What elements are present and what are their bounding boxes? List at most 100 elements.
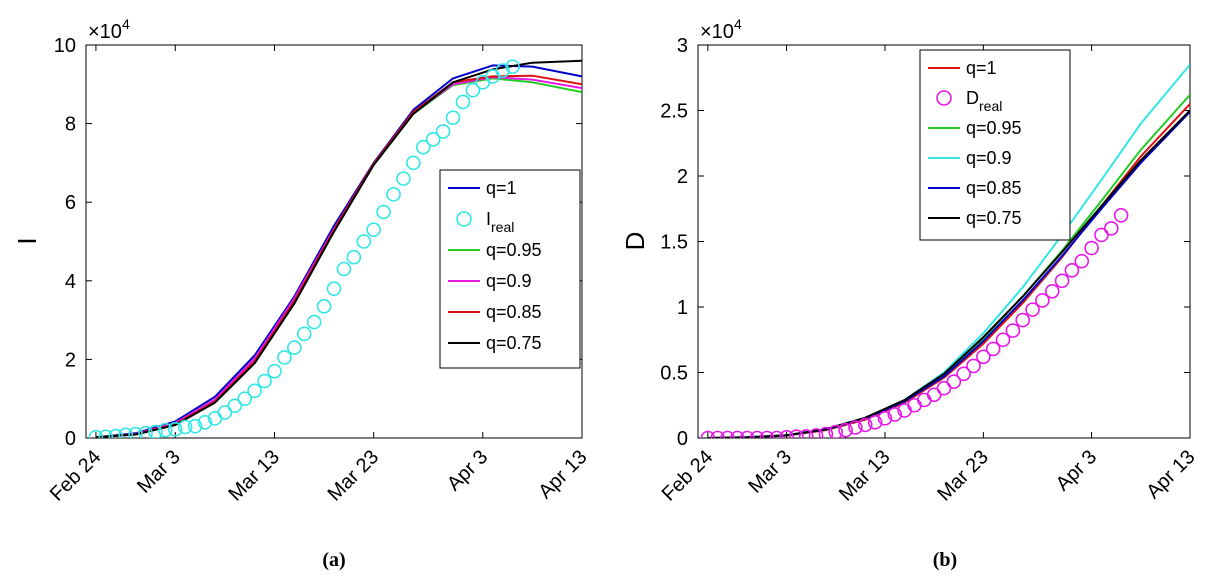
observed-point (1044, 283, 1060, 299)
observed-point (1015, 312, 1031, 328)
observed-point (848, 420, 863, 435)
legend-marker (936, 90, 952, 106)
legend-label: q=0.75 (486, 333, 542, 353)
x-tick-label: Mar 13 (224, 446, 284, 506)
observed-point (1074, 253, 1090, 269)
observed-point (306, 314, 322, 330)
observed-point (700, 430, 716, 438)
legend-box (919, 49, 1071, 241)
legend: q=1 Ireal q=0.95 q=0.9 q=0.85 q=0.75 (439, 169, 581, 369)
observed-point (336, 261, 352, 277)
observed-point (396, 171, 411, 186)
observed-point (138, 425, 153, 438)
observed-point (465, 82, 481, 98)
panel-caption: (b) (933, 549, 957, 571)
observed-point (247, 383, 262, 399)
plot-area (700, 63, 1190, 438)
observed-point (376, 204, 391, 220)
series-line-q-0-75 (707, 109, 1190, 438)
legend-label: q=0.95 (966, 118, 1022, 138)
panel-caption: (a) (322, 549, 345, 571)
legend-label: q=0.95 (486, 240, 542, 260)
observed-point (267, 363, 282, 379)
legend-box (439, 169, 581, 369)
observed-point (995, 332, 1011, 348)
observed-point (779, 430, 794, 438)
observed-point (287, 340, 302, 355)
observed-point (956, 366, 971, 382)
y-tick-label: 0 (65, 428, 76, 450)
observed-point (128, 426, 143, 438)
y-tick-label: 6 (65, 192, 76, 214)
observed-point (326, 281, 342, 296)
observed-point (887, 407, 903, 422)
observed-point (197, 414, 213, 430)
observed-point (1064, 263, 1080, 278)
observed-point (710, 430, 725, 438)
y-tick-label: 2 (677, 166, 688, 188)
y-axis-label: D (620, 232, 650, 251)
observed-point (237, 391, 253, 407)
observed-point (167, 422, 183, 437)
y-multiplier: ×104 (700, 16, 742, 43)
panel-a: 0 2 4 6 8 10 Feb 24 Mar 3 Mar 13 Mar 23 Apr 3 Apr 1… (12, 16, 592, 571)
observed-point (296, 326, 312, 342)
observed-point (108, 428, 124, 438)
x-tick-label: Apr 3 (443, 446, 492, 495)
x-tick-label: Feb 24 (46, 446, 106, 506)
observed-point (316, 299, 332, 314)
x-tick-label: Mar 23 (933, 446, 993, 506)
panel-b: 0 0.5 1 1.5 2 2.5 3 Feb 24 Mar 3 Mar 13 Mar 23 Apr … (620, 16, 1200, 571)
observed-point (907, 397, 922, 413)
plot-area (88, 59, 582, 438)
x-tick-label: Mar 3 (744, 446, 796, 498)
observed-point (917, 392, 932, 408)
x-tick-label: Mar 13 (835, 446, 895, 506)
observed-point (985, 341, 1001, 357)
observed-point (346, 249, 362, 265)
legend-label: Dreal (966, 88, 1002, 114)
observed-point (495, 63, 510, 78)
legend-label: q=1 (486, 178, 517, 198)
legend-label: q=0.9 (966, 148, 1012, 168)
observed-point (445, 110, 461, 126)
legend-label: q=0.75 (966, 208, 1022, 228)
observed-point (1084, 240, 1099, 256)
observed-point (217, 405, 233, 420)
observed-point (148, 424, 163, 438)
x-tick-label: Mar 3 (133, 446, 185, 498)
y-tick-label: 10 (54, 35, 76, 57)
observed-point (818, 426, 834, 438)
y-tick-label: 1.5 (660, 232, 688, 254)
observed-point (759, 430, 775, 438)
y-tick-label: 4 (65, 271, 76, 293)
observed-point (435, 124, 451, 139)
observed-point (406, 155, 421, 171)
observed-point (867, 414, 883, 430)
observed-point (1025, 302, 1040, 317)
x-tick-label: Apr 3 (1052, 446, 1101, 495)
observed-point (966, 358, 981, 374)
series-line-q-1 (95, 64, 582, 438)
y-tick-label: 8 (65, 114, 76, 136)
observed-point (976, 349, 991, 365)
observed-point (366, 222, 381, 238)
observed-point (1035, 293, 1050, 308)
y-tick-label: 2.5 (660, 101, 688, 123)
observed-point (857, 417, 873, 433)
observed-point (227, 398, 243, 414)
legend-label: Ireal (486, 209, 514, 235)
x-tick-label: Apr 13 (1142, 446, 1199, 503)
observed-point (187, 418, 203, 434)
observed-point (98, 429, 114, 438)
observed-point (828, 424, 844, 438)
x-tick-label: Apr 13 (534, 446, 591, 503)
observed-point (1094, 227, 1109, 243)
legend-marker (456, 211, 472, 227)
observed-point (425, 132, 441, 147)
observed-point (177, 419, 193, 435)
observed-point (1054, 273, 1070, 289)
observed-point (769, 430, 785, 438)
observed-point (1113, 208, 1129, 223)
observed-point (936, 380, 952, 396)
